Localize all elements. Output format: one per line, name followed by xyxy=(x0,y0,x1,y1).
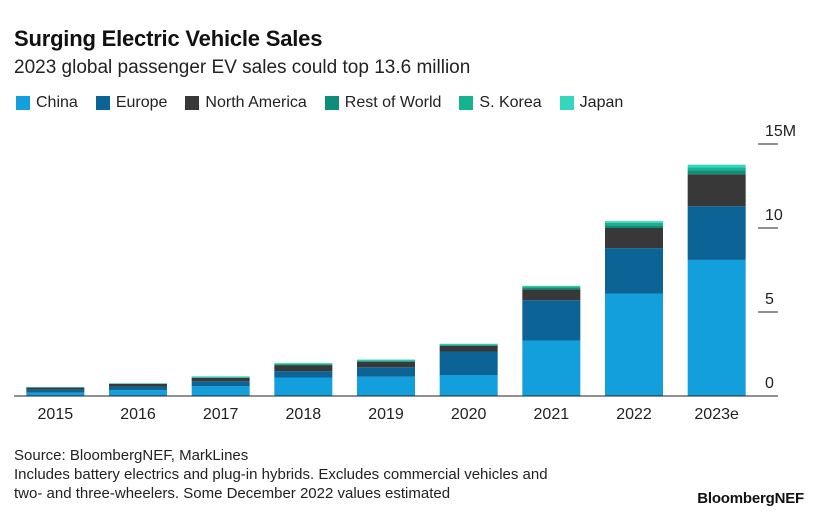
bar-segment-japan-2017 xyxy=(191,376,250,378)
bar-segment-rest-of-world-2018 xyxy=(274,364,333,366)
bar-segment-japan-2022 xyxy=(605,221,663,223)
legend-swatch xyxy=(459,96,474,110)
chart-title: Surging Electric Vehicle Sales xyxy=(14,26,323,51)
legend-item-europe: Europe xyxy=(95,94,168,112)
bar-segment-north-america-2019 xyxy=(357,361,415,368)
bar-segment-europe-2017 xyxy=(191,381,250,387)
x-tick-label: 2023e xyxy=(694,406,739,423)
x-tick-label: 2017 xyxy=(203,406,239,423)
bar-segment-china-2020 xyxy=(439,375,498,396)
methodology-note-line-1: Includes battery electrics and plug-in h… xyxy=(14,466,548,483)
bar-segment-s-korea-2021 xyxy=(522,286,581,288)
x-tick-label: 2021 xyxy=(534,406,570,423)
legend-swatch xyxy=(95,96,110,110)
bar-segment-europe-2015 xyxy=(26,389,85,393)
legend-label: S. Korea xyxy=(479,94,542,111)
chart-subtitle: 2023 global passenger EV sales could top… xyxy=(14,57,471,78)
bar-segment-china-2022 xyxy=(605,293,663,396)
legend-label: Europe xyxy=(115,94,168,111)
brand-logo: BloombergNEF xyxy=(697,490,804,507)
x-tick-label: 2018 xyxy=(286,406,322,423)
bar-segment-china-2015 xyxy=(26,392,85,396)
methodology-note-line-2: two- and three-wheelers. Some December 2… xyxy=(14,485,451,502)
bar-segment-north-america-2018 xyxy=(274,365,333,372)
legend-swatch xyxy=(16,96,30,110)
bar-segment-europe-2019 xyxy=(357,367,415,377)
bar-segment-rest-of-world-2023e xyxy=(687,170,746,175)
bar-segment-china-2023e xyxy=(687,259,746,396)
bar-segment-europe-2020 xyxy=(439,351,498,375)
x-tick-label: 2020 xyxy=(451,406,487,423)
legend-label: Japan xyxy=(579,94,624,111)
bar-segment-europe-2018 xyxy=(274,371,333,378)
bar-segment-china-2016 xyxy=(109,390,167,396)
bar-segment-north-america-2022 xyxy=(605,228,663,249)
bar-segment-s-korea-2018 xyxy=(274,363,333,365)
bar-segment-north-america-2023e xyxy=(687,174,746,207)
bar-segment-china-2019 xyxy=(357,376,415,396)
bar-segment-north-america-2015 xyxy=(26,387,85,390)
y-tick-label: 0 xyxy=(765,375,774,392)
x-tick-label: 2015 xyxy=(38,406,74,423)
footer: Source: BloombergNEF, MarkLines Includes… xyxy=(14,446,654,503)
bar-segment-rest-of-world-2020 xyxy=(439,345,498,346)
bar-segment-s-korea-2019 xyxy=(357,360,415,362)
y-tick-label: 10 xyxy=(765,207,783,224)
bar-segment-japan-2019 xyxy=(357,359,415,361)
bar-segment-europe-2021 xyxy=(522,300,581,341)
legend-swatch xyxy=(324,96,339,110)
legend-swatch xyxy=(185,96,200,110)
legend: China Europe North America Rest of World S. … xyxy=(16,94,623,112)
bar-segment-north-america-2017 xyxy=(191,377,250,382)
legend-item-rest-of-world: Rest of World xyxy=(324,94,442,112)
bar-segment-s-korea-2020 xyxy=(439,344,498,346)
source-note: Source: BloombergNEF, MarkLines xyxy=(14,447,249,464)
bar-segment-china-2017 xyxy=(191,386,250,396)
bar-segment-japan-2021 xyxy=(522,285,581,287)
legend-label: Rest of World xyxy=(344,94,442,111)
y-tick-label: 15M xyxy=(765,123,796,140)
x-tick-label: 2016 xyxy=(120,406,156,423)
legend-item-north-america: North America xyxy=(185,94,307,112)
bar-segment-north-america-2020 xyxy=(439,345,498,352)
x-tick-label: 2022 xyxy=(616,406,652,423)
bar-segment-europe-2023e xyxy=(687,206,746,260)
bar-segment-japan-2020 xyxy=(439,343,498,345)
bar-segment-rest-of-world-2022 xyxy=(605,225,663,228)
bar-segment-china-2018 xyxy=(274,377,333,396)
bar-segment-s-korea-2022 xyxy=(605,222,663,226)
x-tick-label: 2019 xyxy=(368,406,404,423)
bar-segment-europe-2022 xyxy=(605,248,663,294)
y-tick-label: 5 xyxy=(765,291,774,308)
bar-segment-china-2021 xyxy=(522,340,581,396)
legend-swatch xyxy=(559,96,574,110)
bar-segment-rest-of-world-2021 xyxy=(522,287,581,290)
bar-segment-rest-of-world-2019 xyxy=(357,361,415,362)
bar-segment-japan-2018 xyxy=(274,362,333,364)
legend-label: North America xyxy=(205,94,307,111)
bar-segment-s-korea-2023e xyxy=(687,167,746,171)
bar-segment-japan-2023e xyxy=(687,164,746,168)
legend-item-china: China xyxy=(16,94,78,112)
bar-segment-north-america-2021 xyxy=(522,289,581,301)
legend-label: China xyxy=(36,94,78,111)
bar-segment-north-america-2016 xyxy=(109,383,167,387)
legend-item-japan: Japan xyxy=(559,94,624,112)
legend-item-s-korea: S. Korea xyxy=(459,94,542,112)
bar-segment-europe-2016 xyxy=(109,386,167,391)
